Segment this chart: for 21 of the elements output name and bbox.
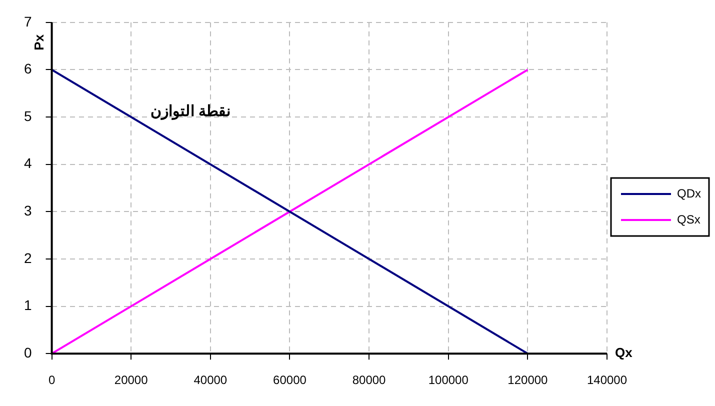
legend-label: QDx — [677, 186, 701, 200]
legend-label: QSx — [677, 212, 700, 226]
x-tick-label: 120000 — [508, 373, 548, 388]
annotation: نقطة التوازن — [150, 102, 231, 120]
y-tick-label: 0 — [24, 344, 32, 360]
y-tick-label: 2 — [24, 250, 32, 266]
y-tick-label: 6 — [24, 60, 32, 77]
x-axis-title: Qx — [615, 345, 634, 360]
y-tick-label: 4 — [24, 155, 32, 172]
x-tick-label: 80000 — [352, 373, 386, 388]
y-tick-label: 5 — [24, 108, 32, 124]
x-tick-label: 0 — [48, 373, 56, 388]
x-tick-label: 20000 — [114, 373, 148, 388]
x-tick-label: 100000 — [428, 373, 469, 388]
y-tick-label: 3 — [24, 202, 32, 219]
y-tick-label: 7 — [24, 13, 32, 30]
y-tick-label: 1 — [24, 297, 32, 314]
x-tick-label: 140000 — [586, 373, 628, 388]
x-tick-label: 60000 — [273, 373, 307, 388]
x-tick-label: 40000 — [194, 373, 228, 388]
y-axis-title: Px — [31, 34, 46, 50]
